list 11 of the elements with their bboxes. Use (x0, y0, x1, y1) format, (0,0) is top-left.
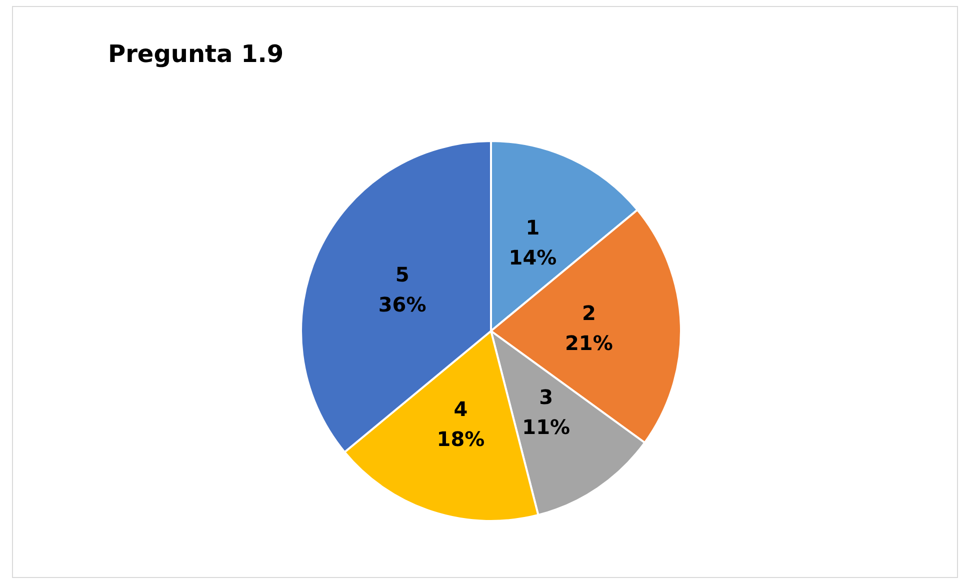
data-label: 18% (436, 427, 485, 452)
data-label: 21% (565, 330, 613, 355)
data-label: 11% (522, 415, 570, 440)
data-label: 36% (378, 292, 426, 316)
slice-label: 3 (539, 385, 554, 410)
slice-label: 2 (582, 300, 596, 325)
slice-label: 4 (454, 397, 468, 422)
slice-label: 5 (395, 262, 410, 286)
data-label: 14% (508, 245, 557, 270)
chart-title: Pregunta 1.9 (108, 40, 284, 68)
slice-label: 1 (526, 215, 540, 240)
